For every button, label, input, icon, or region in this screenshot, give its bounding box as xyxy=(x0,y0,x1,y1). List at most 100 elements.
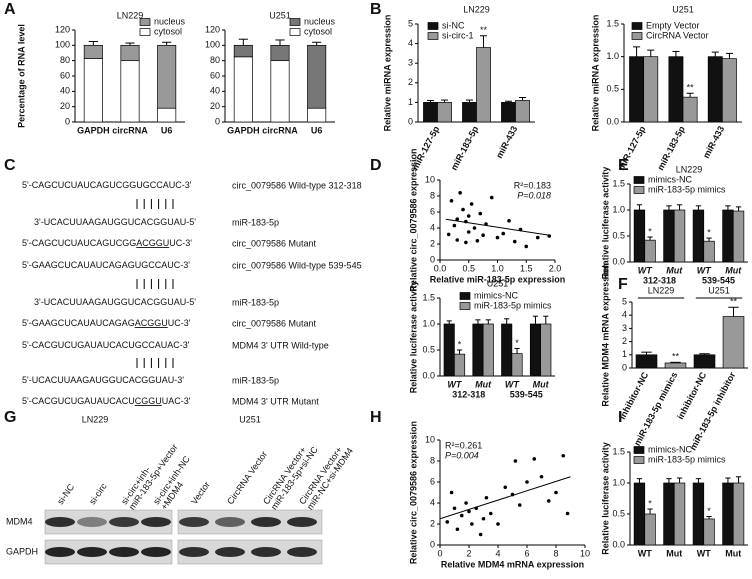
error-bar xyxy=(670,361,681,363)
sequence-label: miR-183-5p xyxy=(232,375,279,385)
y-tick-label: 1 xyxy=(622,349,627,359)
bar xyxy=(673,482,686,546)
sequence-part: 5'-CACGUCUGAUAUCACUGCCAUAC-3' xyxy=(22,340,190,350)
error-bar xyxy=(633,46,641,57)
y-tick-label: 40 xyxy=(210,86,220,96)
cell-line-label: U251 xyxy=(239,414,261,424)
band xyxy=(215,547,245,557)
bar xyxy=(663,209,675,263)
error-bar xyxy=(514,347,520,354)
significance: * xyxy=(515,338,519,348)
panel-letter: C xyxy=(4,157,16,174)
group-label: LN229 xyxy=(648,285,675,295)
y-tick-label: 1.0 xyxy=(612,477,625,487)
legend-label: miR-183-5p mimics xyxy=(474,300,552,310)
point xyxy=(452,223,457,228)
error-bar xyxy=(504,100,512,103)
x-axis-label: Relative MDM4 mRNA expression xyxy=(441,559,584,569)
fit-line xyxy=(445,218,550,236)
sequence-label: circ_0079586 Wild-type 539-545 xyxy=(232,260,362,270)
y-tick-label: 0 xyxy=(430,539,435,549)
x-tick-label: miR-433 xyxy=(701,124,726,160)
error-bar xyxy=(636,478,643,483)
bar xyxy=(120,44,140,62)
y-tick-label: 0.0 xyxy=(606,116,619,126)
panel-letter: A xyxy=(4,1,16,18)
sequence-part: 5'-UCACUUAAGAUGGUCACGGUAU-3' xyxy=(22,375,184,385)
y-tick-label: 100 xyxy=(55,40,70,50)
y-tick-label: 80 xyxy=(210,55,220,65)
bar xyxy=(732,482,745,546)
x-tick-label: WT xyxy=(697,265,712,275)
sequence-part: 5'-CACGUCUGAUAUCACU xyxy=(22,396,135,406)
sequence: 5'-UCACUUAAGAUGGUCACGGUAU-3' xyxy=(22,375,184,385)
y-tick-label: 120 xyxy=(205,24,220,34)
point xyxy=(513,459,518,463)
point xyxy=(512,239,517,244)
legend-swatch xyxy=(633,456,645,464)
bar xyxy=(157,44,177,109)
error-bar xyxy=(446,320,452,324)
error-bar xyxy=(647,508,653,514)
group-label: 312-318 xyxy=(452,389,485,399)
x-tick-label: 1.0 xyxy=(491,263,504,273)
band xyxy=(77,517,107,527)
x-tick-label: 6 xyxy=(524,548,529,558)
point xyxy=(488,511,493,516)
point xyxy=(525,480,529,484)
panel-letter: G xyxy=(4,409,16,426)
y-axis-label: Relative circ_0079586 expression xyxy=(408,148,418,291)
error-bar xyxy=(706,515,712,519)
x-axis-label: Relative miR-183-5p expression xyxy=(430,274,566,284)
chart-title: LN229 xyxy=(117,10,144,20)
x-tick-label: miR-183-5p xyxy=(449,124,481,172)
y-tick-label: 4 xyxy=(622,310,627,320)
error-bar xyxy=(695,205,702,210)
band xyxy=(179,547,209,557)
x-tick-label: Mut xyxy=(666,265,683,275)
x-tick-label: Mut xyxy=(725,265,742,275)
group-label: U251 xyxy=(708,285,730,295)
x-tick-label: U6 xyxy=(311,125,323,135)
lane-label-line: si-circ xyxy=(87,481,109,506)
error-bar xyxy=(735,206,742,212)
sequence-part: UAC-3' xyxy=(162,396,191,406)
bar xyxy=(157,107,177,123)
error-bar xyxy=(519,97,527,101)
bar xyxy=(673,209,686,263)
x-tick-label: 8 xyxy=(553,548,558,558)
point xyxy=(501,231,506,236)
bar xyxy=(732,210,745,263)
bar xyxy=(529,323,541,377)
bar xyxy=(643,56,659,123)
sequence: 5'-CACGUCUGAUAUCACUGCCAUAC-3' xyxy=(22,340,190,350)
y-tick-label: 2 xyxy=(622,336,627,346)
legend-swatch xyxy=(633,186,645,194)
point xyxy=(466,230,471,234)
y-tick-label: 1.0 xyxy=(612,204,625,214)
point xyxy=(461,207,465,212)
y-tick-label: 1.0 xyxy=(606,51,619,61)
sequence-part: 5'-GAAGCUCAUAUCAGAGUGCCAUC-3' xyxy=(22,260,190,270)
panel-letter: D xyxy=(370,157,382,174)
point xyxy=(469,202,474,206)
point xyxy=(495,235,500,240)
x-tick-label: circRNA xyxy=(262,125,298,135)
y-tick-label: 4 xyxy=(430,497,435,507)
y-tick-label: 0.5 xyxy=(606,84,619,94)
legend-label: mimics-NC xyxy=(474,290,518,300)
bar xyxy=(476,47,491,123)
sequence-label: MDM4 3' UTR Mutant xyxy=(232,396,319,406)
sequence-part: 3'-UCACUUAAGAUGGUCACGGUAU-5' xyxy=(34,217,196,227)
point xyxy=(472,226,477,230)
legend-swatch xyxy=(459,292,471,300)
sequence-part: UC-3' xyxy=(168,318,191,328)
error-bar xyxy=(312,41,322,46)
error-bar xyxy=(238,38,248,46)
bar xyxy=(233,44,253,58)
legend-swatch xyxy=(427,32,439,40)
error-bar xyxy=(676,477,683,483)
y-tick-label: 20 xyxy=(210,101,220,111)
point xyxy=(539,474,544,479)
lane-label: si-circ xyxy=(87,481,109,506)
